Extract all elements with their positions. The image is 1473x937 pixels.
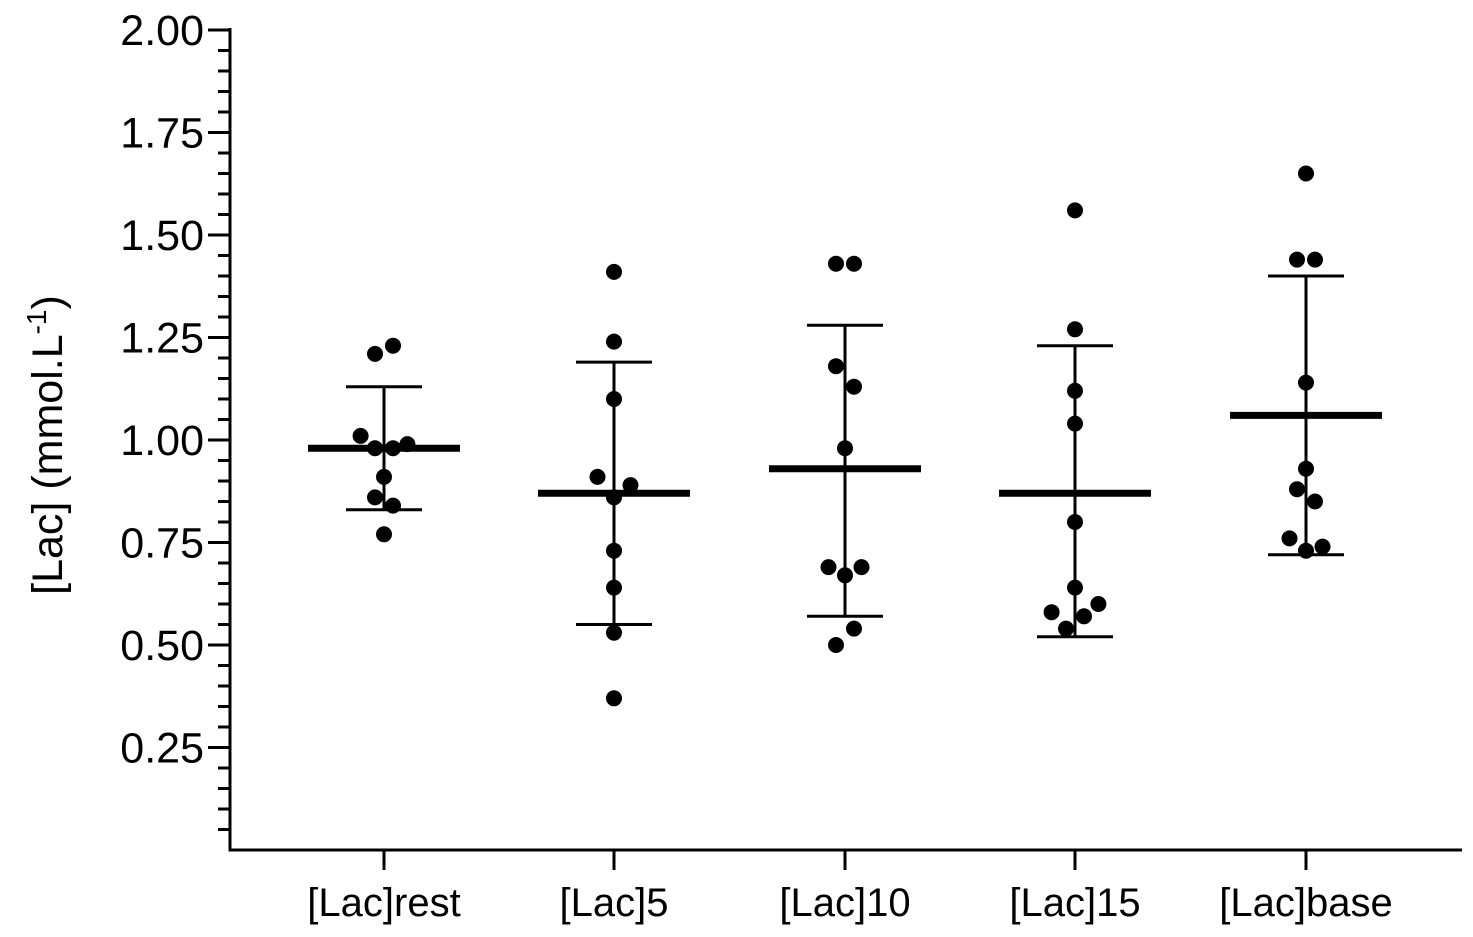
- data-point: [1067, 321, 1083, 338]
- data-point: [846, 255, 862, 272]
- data-point: [1298, 542, 1314, 559]
- x-tick-label: [Lac]rest: [307, 881, 460, 925]
- x-tick-label: [Lac]base: [1219, 881, 1392, 925]
- data-point: [846, 378, 862, 395]
- x-tick-label: [Lac]10: [779, 881, 910, 925]
- data-point: [1067, 382, 1083, 399]
- group-3: [769, 255, 921, 653]
- y-tick-label: 0.75: [120, 520, 204, 568]
- group-4: [999, 202, 1151, 639]
- y-tick-label: 1.00: [120, 417, 204, 465]
- group-2: [538, 263, 690, 707]
- data-point: [1298, 374, 1314, 391]
- data-point: [367, 489, 383, 506]
- data-point: [837, 567, 853, 584]
- data-point: [1314, 538, 1331, 555]
- data-point: [828, 358, 844, 375]
- group-5: [1230, 165, 1382, 559]
- data-point: [1307, 251, 1323, 268]
- data-point: [1289, 481, 1305, 498]
- y-axis-label-main: [Lac] (mmol.L: [24, 334, 72, 594]
- data-point: [589, 468, 606, 485]
- data-point: [1090, 596, 1107, 612]
- data-point: [606, 333, 622, 350]
- data-point: [376, 468, 392, 485]
- data-point: [606, 542, 622, 559]
- data-point: [606, 690, 622, 707]
- y-axis-label-superscript: -1: [21, 309, 52, 334]
- data-point: [1298, 460, 1314, 477]
- data-point: [622, 477, 639, 494]
- data-point: [828, 255, 844, 272]
- y-tick-label: 1.75: [120, 110, 204, 158]
- data-point: [1076, 608, 1092, 625]
- data-point: [1043, 604, 1060, 621]
- y-tick-label: 1.25: [120, 315, 204, 363]
- data-point: [820, 559, 837, 576]
- x-tick-label: [Lac]5: [560, 881, 669, 925]
- data-point: [606, 624, 622, 641]
- data-point: [1067, 579, 1083, 596]
- y-axis-label-suffix: ): [24, 295, 72, 309]
- data-point: [1289, 251, 1305, 268]
- data-point: [1307, 493, 1323, 510]
- x-tick-label: [Lac]15: [1009, 881, 1140, 925]
- group-1: [308, 337, 460, 543]
- data-point: [367, 345, 383, 362]
- data-point: [606, 391, 622, 407]
- data-point: [1298, 165, 1314, 182]
- data-point: [606, 263, 622, 280]
- y-tick-label: 2.00: [120, 7, 204, 55]
- data-groups: [308, 165, 1382, 707]
- data-point: [1281, 530, 1298, 547]
- y-axis-ticks: 0.25 0.50 0.75 1.00 1.25 1.50 1.75 2.00: [120, 7, 230, 831]
- data-point: [385, 337, 401, 354]
- data-point: [606, 579, 622, 596]
- data-point: [1067, 202, 1083, 219]
- data-point: [1067, 415, 1083, 432]
- data-point: [385, 497, 401, 514]
- data-point: [828, 637, 844, 653]
- data-point: [837, 440, 853, 457]
- data-point: [853, 559, 870, 576]
- data-point: [352, 427, 369, 444]
- y-axis-label: [Lac] (mmol.L-1): [21, 295, 72, 595]
- y-tick-label: 1.50: [120, 212, 204, 260]
- x-axis-ticks: [Lac]rest [Lac]5 [Lac]10 [Lac]15 [Lac]base: [307, 850, 1393, 925]
- data-point: [846, 620, 862, 637]
- data-point: [376, 526, 392, 543]
- y-tick-label: 0.25: [120, 725, 204, 773]
- y-tick-label: 0.50: [120, 622, 204, 670]
- data-point: [1058, 620, 1074, 637]
- data-point: [1067, 514, 1083, 530]
